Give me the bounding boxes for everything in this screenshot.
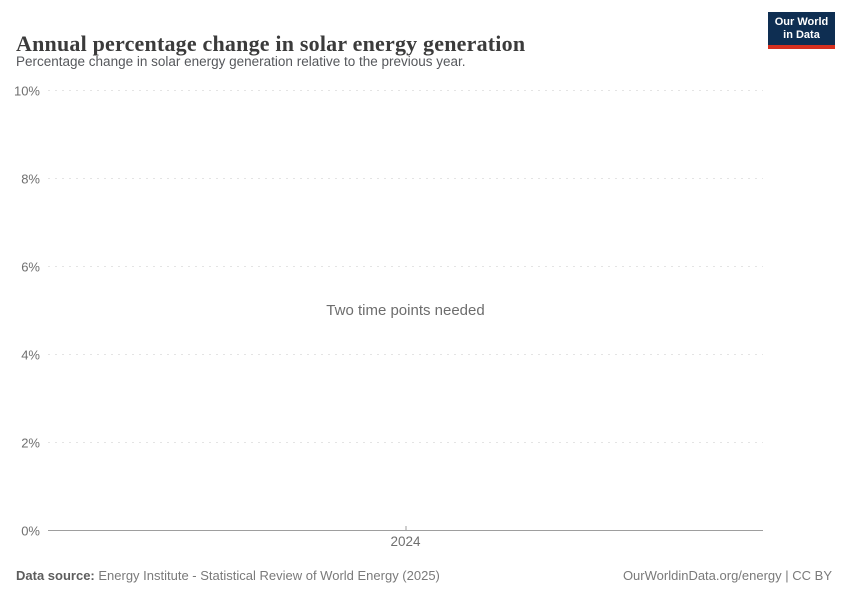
gridline (48, 442, 763, 443)
chart-title: Annual percentage change in solar energy… (16, 30, 526, 56)
owid-logo-line1: Our World (774, 15, 829, 28)
data-source-text: Energy Institute - Statistical Review of… (94, 568, 440, 583)
y-tick-label: 10% (13, 83, 40, 99)
credit-line: OurWorldinData.org/energy | CC BY (622, 568, 832, 583)
gridline (48, 354, 763, 355)
y-tick-label: 6% (21, 259, 40, 275)
data-source-label: Data source: (16, 568, 95, 583)
y-tick-label: 2% (21, 435, 40, 451)
x-tick-mark (405, 526, 406, 531)
y-tick-label: 0% (21, 523, 40, 539)
plot-area: Two time points needed 0% 2% 4% 6% 8% 10% 2024 (14, 84, 763, 549)
no-data-message: Two time points needed (326, 302, 485, 319)
x-tick-label: 2024 (390, 534, 421, 549)
gridline (48, 90, 763, 91)
owid-logo: Our World in Data (768, 12, 835, 49)
data-source: Data source: Energy Institute - Statisti… (16, 568, 440, 584)
owid-logo-line2: in Data (783, 28, 820, 41)
y-tick-label: 4% (21, 347, 40, 363)
chart-footer: Data source: Energy Institute - Statisti… (16, 568, 832, 584)
chart-subtitle: Percentage change in solar energy genera… (16, 54, 466, 69)
y-tick-label: 8% (21, 171, 40, 187)
gridline (48, 178, 763, 179)
gridline (48, 266, 763, 267)
